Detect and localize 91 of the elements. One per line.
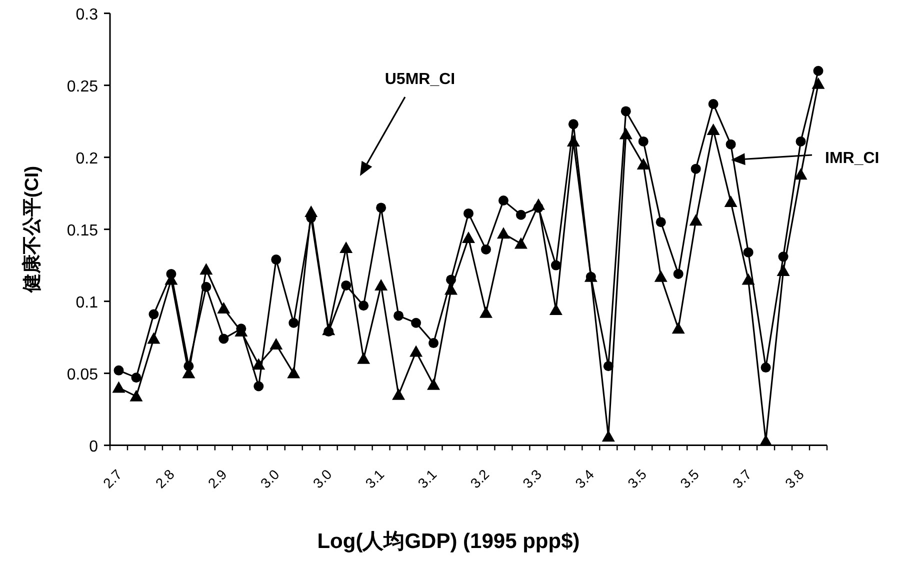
point <box>341 280 352 290</box>
point <box>550 260 561 270</box>
y-tick-label: 0.1 <box>76 294 98 312</box>
point <box>602 430 615 442</box>
point <box>620 106 631 116</box>
y-tick-label: 0.25 <box>66 78 98 96</box>
point <box>392 388 406 400</box>
point <box>673 268 684 279</box>
x-tick-label: 3.2 <box>467 466 492 492</box>
point <box>689 214 702 226</box>
y-tick-label: 0.3 <box>76 6 98 24</box>
point <box>726 139 736 150</box>
point <box>340 242 353 254</box>
point <box>776 264 790 276</box>
x-tick-label: 2.9 <box>204 466 230 492</box>
point <box>288 318 299 328</box>
point <box>479 306 492 318</box>
x-tick-label: 3.0 <box>257 466 282 492</box>
point <box>708 99 718 110</box>
point <box>112 381 126 393</box>
point <box>374 278 388 290</box>
point <box>444 283 458 295</box>
x-tick-label: 2.7 <box>100 466 126 492</box>
point <box>357 352 370 364</box>
point <box>549 303 562 315</box>
point <box>796 136 806 146</box>
x-tick-label: 3.0 <box>310 466 335 492</box>
y-tick-label: 0 <box>89 438 98 456</box>
point <box>724 195 738 207</box>
annotation: U5MR_CI <box>384 71 456 88</box>
point <box>131 372 142 383</box>
point <box>514 237 528 249</box>
point <box>254 381 264 392</box>
point <box>742 273 755 285</box>
x-tick-label: 3.1 <box>414 466 440 492</box>
point <box>498 196 508 206</box>
x-tick-label: 3.4 <box>572 466 598 492</box>
point <box>619 128 632 140</box>
point <box>287 366 300 378</box>
point <box>462 231 475 243</box>
point <box>516 210 526 220</box>
point <box>636 158 650 170</box>
point <box>812 77 825 89</box>
y-axis-title: 健康不公平(CI) <box>21 166 43 294</box>
point <box>322 324 336 336</box>
x-tick-label: 3.8 <box>782 466 808 492</box>
point <box>464 208 474 218</box>
point <box>147 332 160 344</box>
point <box>743 247 754 258</box>
point <box>656 217 666 228</box>
point <box>813 66 824 76</box>
x-tick-label: 3.3 <box>519 466 545 492</box>
point <box>148 309 159 320</box>
point <box>411 318 422 328</box>
point <box>114 365 124 376</box>
point <box>638 136 648 146</box>
y-tick-label: 0.2 <box>76 150 98 168</box>
point <box>706 123 720 135</box>
point <box>271 254 282 265</box>
point <box>760 362 771 373</box>
y-tick-label: 0.15 <box>66 222 98 240</box>
point <box>672 322 685 334</box>
point <box>690 164 701 174</box>
point <box>270 338 283 350</box>
point <box>218 334 229 344</box>
point <box>496 227 510 239</box>
x-tick-label: 3.5 <box>676 466 702 492</box>
point <box>480 244 491 254</box>
point <box>654 270 668 282</box>
point <box>130 390 143 402</box>
x-tick-label: 3.5 <box>624 466 650 492</box>
point <box>304 206 318 218</box>
x-tick-label: 3.1 <box>362 466 388 492</box>
point <box>358 300 369 311</box>
point <box>427 378 440 390</box>
annotation: IMR_CI <box>825 150 880 167</box>
point <box>394 310 404 321</box>
point <box>794 168 808 180</box>
point <box>200 263 213 275</box>
x-axis-title: Log(人均GDP) (1995 ppp$) <box>317 530 580 553</box>
point <box>566 134 580 146</box>
point <box>568 119 578 130</box>
y-tick-label: 0.05 <box>66 366 98 384</box>
point <box>428 338 439 348</box>
point <box>376 202 386 213</box>
x-tick-label: 2.8 <box>152 466 178 492</box>
x-tick-label: 3.7 <box>729 466 755 492</box>
point <box>410 345 423 357</box>
point <box>532 198 545 210</box>
point <box>252 358 266 370</box>
point <box>217 302 230 314</box>
